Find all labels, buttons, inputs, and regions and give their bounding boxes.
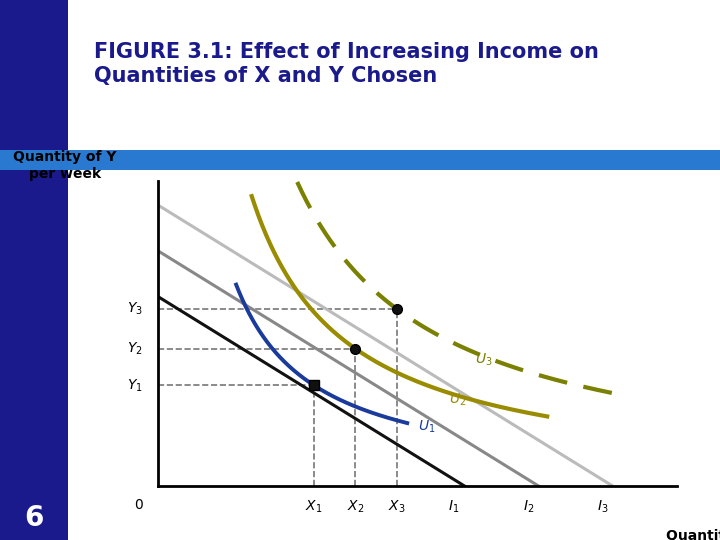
Text: 6: 6 bbox=[24, 504, 44, 532]
Text: $X_3$: $X_3$ bbox=[388, 498, 405, 515]
Text: $U_2$: $U_2$ bbox=[449, 392, 466, 408]
Text: $U_3$: $U_3$ bbox=[474, 352, 492, 368]
Text: $X_1$: $X_1$ bbox=[305, 498, 323, 515]
Text: Quantity of X
per week: Quantity of X per week bbox=[666, 529, 720, 540]
Text: $I_1$: $I_1$ bbox=[449, 498, 460, 515]
Text: $I_3$: $I_3$ bbox=[596, 498, 608, 515]
Text: $Y_2$: $Y_2$ bbox=[127, 341, 143, 357]
Text: 0: 0 bbox=[134, 498, 143, 512]
Text: $X_2$: $X_2$ bbox=[347, 498, 364, 515]
Text: Quantity of Y
per week: Quantity of Y per week bbox=[14, 150, 117, 180]
Text: $I_2$: $I_2$ bbox=[523, 498, 534, 515]
Text: $Y_1$: $Y_1$ bbox=[127, 377, 143, 394]
Text: FIGURE 3.1: Effect of Increasing Income on
Quantities of X and Y Chosen: FIGURE 3.1: Effect of Increasing Income … bbox=[94, 42, 599, 85]
Text: $Y_3$: $Y_3$ bbox=[127, 301, 143, 317]
Text: $U_1$: $U_1$ bbox=[418, 419, 435, 435]
